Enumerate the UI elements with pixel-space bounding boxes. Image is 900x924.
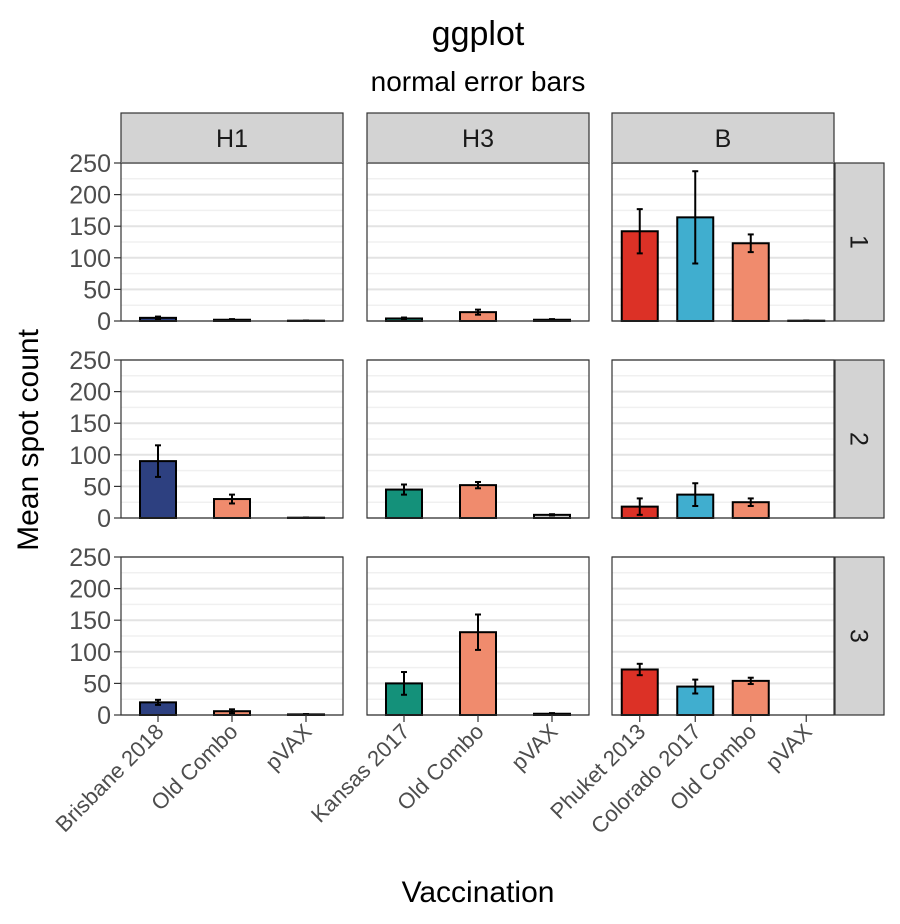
y-tick-label: 150 bbox=[69, 213, 111, 241]
column-strip-label: B bbox=[715, 125, 732, 153]
y-tick-label: 50 bbox=[83, 670, 111, 698]
y-tick-label: 50 bbox=[83, 276, 111, 304]
y-tick-label: 0 bbox=[97, 702, 111, 730]
x-axis-label: Vaccination bbox=[402, 876, 555, 909]
y-tick-label: 200 bbox=[69, 182, 111, 210]
y-tick-label: 150 bbox=[69, 607, 111, 635]
column-strip-b bbox=[611, 112, 835, 164]
panel-border bbox=[120, 359, 344, 519]
y-tick-label: 250 bbox=[69, 150, 111, 178]
chart-subtitle: normal error bars bbox=[371, 66, 586, 97]
bar-phuket-2013 bbox=[620, 668, 659, 716]
y-tick-label: 0 bbox=[97, 308, 111, 336]
panel-b-row-1 bbox=[611, 162, 835, 323]
panel-border bbox=[120, 162, 344, 322]
panel-h1-row-2 bbox=[120, 359, 344, 520]
y-tick-label: 250 bbox=[69, 347, 111, 375]
chart-title: ggplot bbox=[432, 15, 525, 53]
column-strip-h3 bbox=[366, 112, 590, 164]
panel-h3-row-3 bbox=[366, 556, 590, 717]
row-strip-label: 2 bbox=[845, 432, 873, 446]
panel-h1-row-1 bbox=[120, 162, 344, 322]
row-strip-label: 3 bbox=[845, 629, 873, 643]
bar-brisbane-2018 bbox=[139, 460, 177, 519]
panel-b-row-2 bbox=[611, 359, 835, 520]
y-tick-label: 200 bbox=[69, 379, 111, 407]
panel-border bbox=[611, 556, 835, 716]
x-tick-label-pvax: pVAX bbox=[506, 719, 563, 776]
x-tick-label-pvax: pVAX bbox=[760, 719, 817, 776]
y-tick-label: 100 bbox=[69, 245, 111, 273]
row-strip-1 bbox=[834, 162, 885, 322]
y-tick-label: 0 bbox=[97, 505, 111, 533]
facet-panels: H1 H3 B 1 2 3 0 50 100 150 200 250 0 50 100 150 200 250 0 5… bbox=[51, 112, 885, 839]
y-tick-label: 100 bbox=[69, 442, 111, 470]
y-tick-label: 150 bbox=[69, 410, 111, 438]
row-strip-2 bbox=[834, 359, 885, 519]
y-tick-label: 250 bbox=[69, 544, 111, 572]
panel-border bbox=[366, 359, 590, 519]
panel-border bbox=[611, 359, 835, 519]
x-tick-label-kansas-2017: Kansas 2017 bbox=[306, 719, 414, 827]
panel-h3-row-1 bbox=[366, 162, 590, 323]
y-tick-label: 100 bbox=[69, 639, 111, 667]
column-strip-h1 bbox=[120, 112, 344, 164]
column-strip-label: H3 bbox=[462, 125, 494, 153]
x-tick-label-brisbane-2018: Brisbane 2018 bbox=[51, 719, 169, 837]
x-tick-label-pvax: pVAX bbox=[260, 719, 317, 776]
bar-old-combo bbox=[459, 484, 497, 519]
column-strip-label: H1 bbox=[216, 125, 248, 153]
panel-h1-row-3 bbox=[120, 556, 344, 717]
panel-h3-row-2 bbox=[366, 359, 590, 520]
bar-old-combo bbox=[731, 679, 770, 717]
row-strip-3 bbox=[834, 556, 885, 716]
panel-border bbox=[611, 162, 835, 322]
y-tick-label: 200 bbox=[69, 576, 111, 604]
panel-border bbox=[366, 162, 590, 322]
y-axis-label: Mean spot count bbox=[12, 328, 45, 550]
bar-old-combo bbox=[731, 242, 770, 323]
y-tick-label: 50 bbox=[83, 473, 111, 501]
panel-b-row-3 bbox=[611, 556, 835, 717]
row-strip-label: 1 bbox=[845, 235, 873, 249]
